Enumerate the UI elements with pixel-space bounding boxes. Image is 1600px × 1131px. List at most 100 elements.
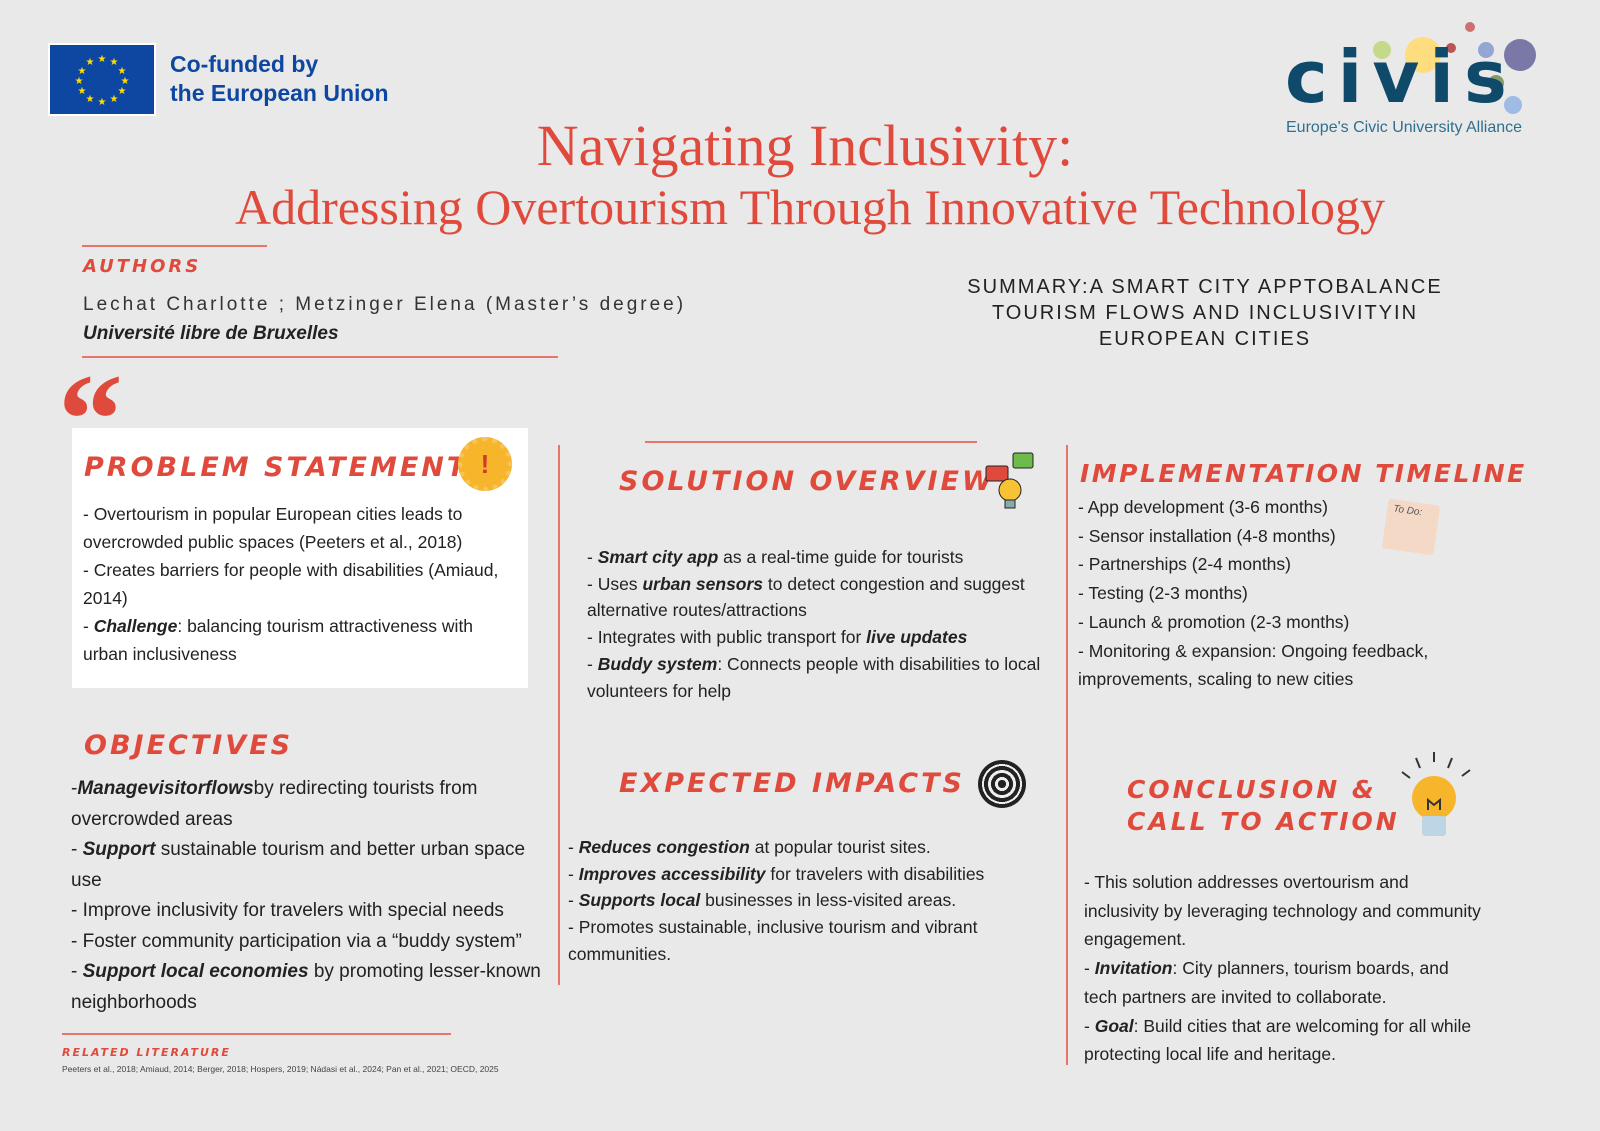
eu-text-line2: the European Union bbox=[170, 80, 389, 106]
list-item: - Launch & promotion (2-3 months) bbox=[1078, 608, 1478, 637]
divider bbox=[82, 356, 558, 358]
item-text: - bbox=[1084, 958, 1095, 979]
svg-text:★: ★ bbox=[86, 57, 95, 68]
eu-text-line1: Co-funded by bbox=[170, 51, 319, 77]
item-text: - Integrates with public transport for bbox=[587, 627, 867, 648]
emphasis-text: Managevisitorflows bbox=[77, 778, 254, 799]
svg-text:★: ★ bbox=[118, 86, 127, 97]
emphasis-text: live updates bbox=[866, 627, 968, 648]
item-text: - Foster community participation via a “… bbox=[71, 930, 522, 952]
eu-flag: ★ ★ ★ ★ ★ ★ ★ ★ ★ ★ ★ ★ bbox=[48, 43, 156, 116]
chat-lightbulb-icon bbox=[985, 452, 1035, 512]
list-item: - Uses urban sensors to detect congestio… bbox=[587, 571, 1047, 624]
item-text: to detect congestion and suggest alterna… bbox=[587, 573, 1025, 621]
list-item: - Improves accessibility for travelers w… bbox=[568, 861, 1038, 888]
emphasis-text: Invitation bbox=[1094, 958, 1173, 979]
emphasis-text: Support local economies bbox=[82, 961, 309, 982]
item-text: - Launch & promotion (2-3 months) bbox=[1078, 611, 1350, 632]
problem-card bbox=[72, 428, 528, 688]
problem-heading: PROBLEM STATEMENT bbox=[84, 452, 469, 483]
list-item: - Improve inclusivity for travelers with… bbox=[71, 896, 556, 927]
svg-text:★: ★ bbox=[110, 57, 119, 68]
item-text: - This solution addresses overtourism an… bbox=[1084, 872, 1481, 950]
university: Université libre de Bruxelles bbox=[83, 323, 339, 344]
eu-cofunded-text: Co-funded by the European Union bbox=[170, 50, 389, 108]
item-text: - Promotes sustainable, inclusive touris… bbox=[568, 917, 978, 964]
timeline-heading: IMPLEMENTATION TIMELINE bbox=[1080, 459, 1527, 488]
item-text: as a real-time guide for tourists bbox=[718, 547, 964, 567]
solution-heading: SOLUTION OVERVIEW bbox=[619, 466, 995, 497]
svg-text:★: ★ bbox=[78, 66, 87, 77]
emphasis-text: Buddy system bbox=[597, 653, 718, 674]
conclusion-heading-line2: CALL TO ACTION bbox=[1127, 807, 1400, 836]
svg-text:★: ★ bbox=[75, 76, 84, 87]
conclusion-heading: CONCLUSION & CALL TO ACTION bbox=[1127, 774, 1400, 838]
item-text: - bbox=[568, 890, 579, 911]
warning-gear-icon: ! bbox=[458, 437, 512, 491]
list-item: - Support sustainable tourism and better… bbox=[71, 835, 556, 896]
list-item: - Sensor installation (4-8 months) bbox=[1078, 522, 1478, 551]
divider bbox=[645, 441, 977, 443]
item-text: - bbox=[71, 778, 78, 799]
item-text: - Overtourism in popular European cities… bbox=[83, 504, 463, 552]
item-text: - bbox=[568, 837, 579, 857]
list-item: - Testing (2-3 months) bbox=[1078, 579, 1478, 608]
list-item: - Smart city app as a real-time guide fo… bbox=[587, 544, 1047, 571]
summary-line: TOURISM FLOWS AND INCLUSIVITYIN bbox=[991, 302, 1419, 324]
item-text: - Partnerships (2-4 months) bbox=[1078, 554, 1291, 575]
objectives-heading: OBJECTIVES bbox=[84, 730, 294, 761]
emphasis-text: urban sensors bbox=[642, 573, 764, 594]
item-text: - bbox=[83, 616, 94, 636]
item-text: by promoting lesser-known neighborhoods bbox=[71, 961, 541, 1013]
summary-line: EUROPEAN CITIES bbox=[1098, 328, 1312, 350]
svg-text:★: ★ bbox=[86, 94, 95, 105]
item-text: - Monitoring & expansion: Ongoing feedba… bbox=[1078, 640, 1429, 690]
summary-line: SUMMARY:A SMART CITY APPTOBALANCE bbox=[967, 276, 1443, 298]
svg-text:★: ★ bbox=[110, 94, 119, 105]
item-text: : City planners, tourism boards, and tec… bbox=[1084, 958, 1449, 1007]
item-text: - Sensor installation (4-8 months) bbox=[1078, 525, 1336, 546]
svg-text:★: ★ bbox=[118, 66, 127, 77]
list-item: - Promotes sustainable, inclusive touris… bbox=[568, 914, 1038, 967]
emphasis-text: Goal bbox=[1094, 1015, 1134, 1036]
svg-text:★: ★ bbox=[121, 76, 130, 87]
item-text: sustainable tourism and better urban spa… bbox=[71, 839, 526, 891]
item-text: - Creates barriers for people with disab… bbox=[83, 560, 499, 608]
summary: SUMMARY:A SMART CITY APPTOBALANCE TOURIS… bbox=[940, 274, 1470, 352]
svg-text:★: ★ bbox=[78, 86, 87, 97]
divider bbox=[62, 1033, 451, 1035]
civis-tagline: Europe's Civic University Alliance bbox=[1286, 119, 1523, 136]
item-text: - Improve inclusivity for travelers with… bbox=[71, 900, 504, 921]
item-text: businesses in less-visited areas. bbox=[700, 890, 957, 911]
svg-text:★: ★ bbox=[98, 54, 107, 65]
item-text: - bbox=[587, 653, 598, 674]
emphasis-text: Challenge bbox=[93, 616, 178, 636]
item-text: - bbox=[71, 961, 83, 982]
solution-list: - Smart city app as a real-time guide fo… bbox=[587, 544, 1047, 704]
item-text: : Connects people with disabilities to l… bbox=[587, 653, 1041, 701]
list-item: - This solution addresses overtourism an… bbox=[1084, 868, 1484, 954]
civis-wordmark: civis bbox=[1285, 35, 1517, 119]
literature-heading: RELATED LITERATURE bbox=[62, 1046, 231, 1059]
timeline-list: - App development (3-6 months) - Sensor i… bbox=[1078, 493, 1478, 694]
item-text: - bbox=[1084, 1015, 1095, 1036]
list-item: - Support local economies by promoting l… bbox=[71, 957, 556, 1018]
lightbulb-icon bbox=[1398, 750, 1474, 855]
authors-heading: AUTHORS bbox=[83, 256, 202, 277]
emphasis-text: Improves accessibility bbox=[578, 863, 766, 884]
list-item: - Supports local businesses in less-visi… bbox=[568, 887, 1038, 914]
title-line2: Addressing Overtourism Through Innovativ… bbox=[234, 179, 1386, 235]
conclusion-list: - This solution addresses overtourism an… bbox=[1084, 868, 1484, 1069]
conclusion-heading-line1: CONCLUSION & bbox=[1127, 775, 1377, 804]
literature-text: Peeters et al., 2018; Amiaud, 2014; Berg… bbox=[62, 1064, 499, 1074]
impacts-list: - Reduces congestion at popular tourist … bbox=[568, 834, 1038, 968]
title-line1: Navigating Inclusivity: bbox=[536, 113, 1074, 178]
list-item: -Managevisitorflowsby redirecting touris… bbox=[71, 774, 556, 835]
item-text: by redirecting tourists from overcrowded… bbox=[71, 778, 478, 830]
list-item: - Goal: Build cities that are welcoming … bbox=[1084, 1012, 1484, 1069]
list-item: - Buddy system: Connects people with dis… bbox=[587, 651, 1047, 704]
item-text: : Build cities that are welcoming for al… bbox=[1084, 1015, 1472, 1065]
problem-list: - Overtourism in popular European cities… bbox=[83, 500, 513, 668]
author-names: Lechat Charlotte ; Metzinger Elena (Mast… bbox=[83, 294, 687, 315]
list-item: - Foster community participation via a “… bbox=[71, 927, 556, 958]
